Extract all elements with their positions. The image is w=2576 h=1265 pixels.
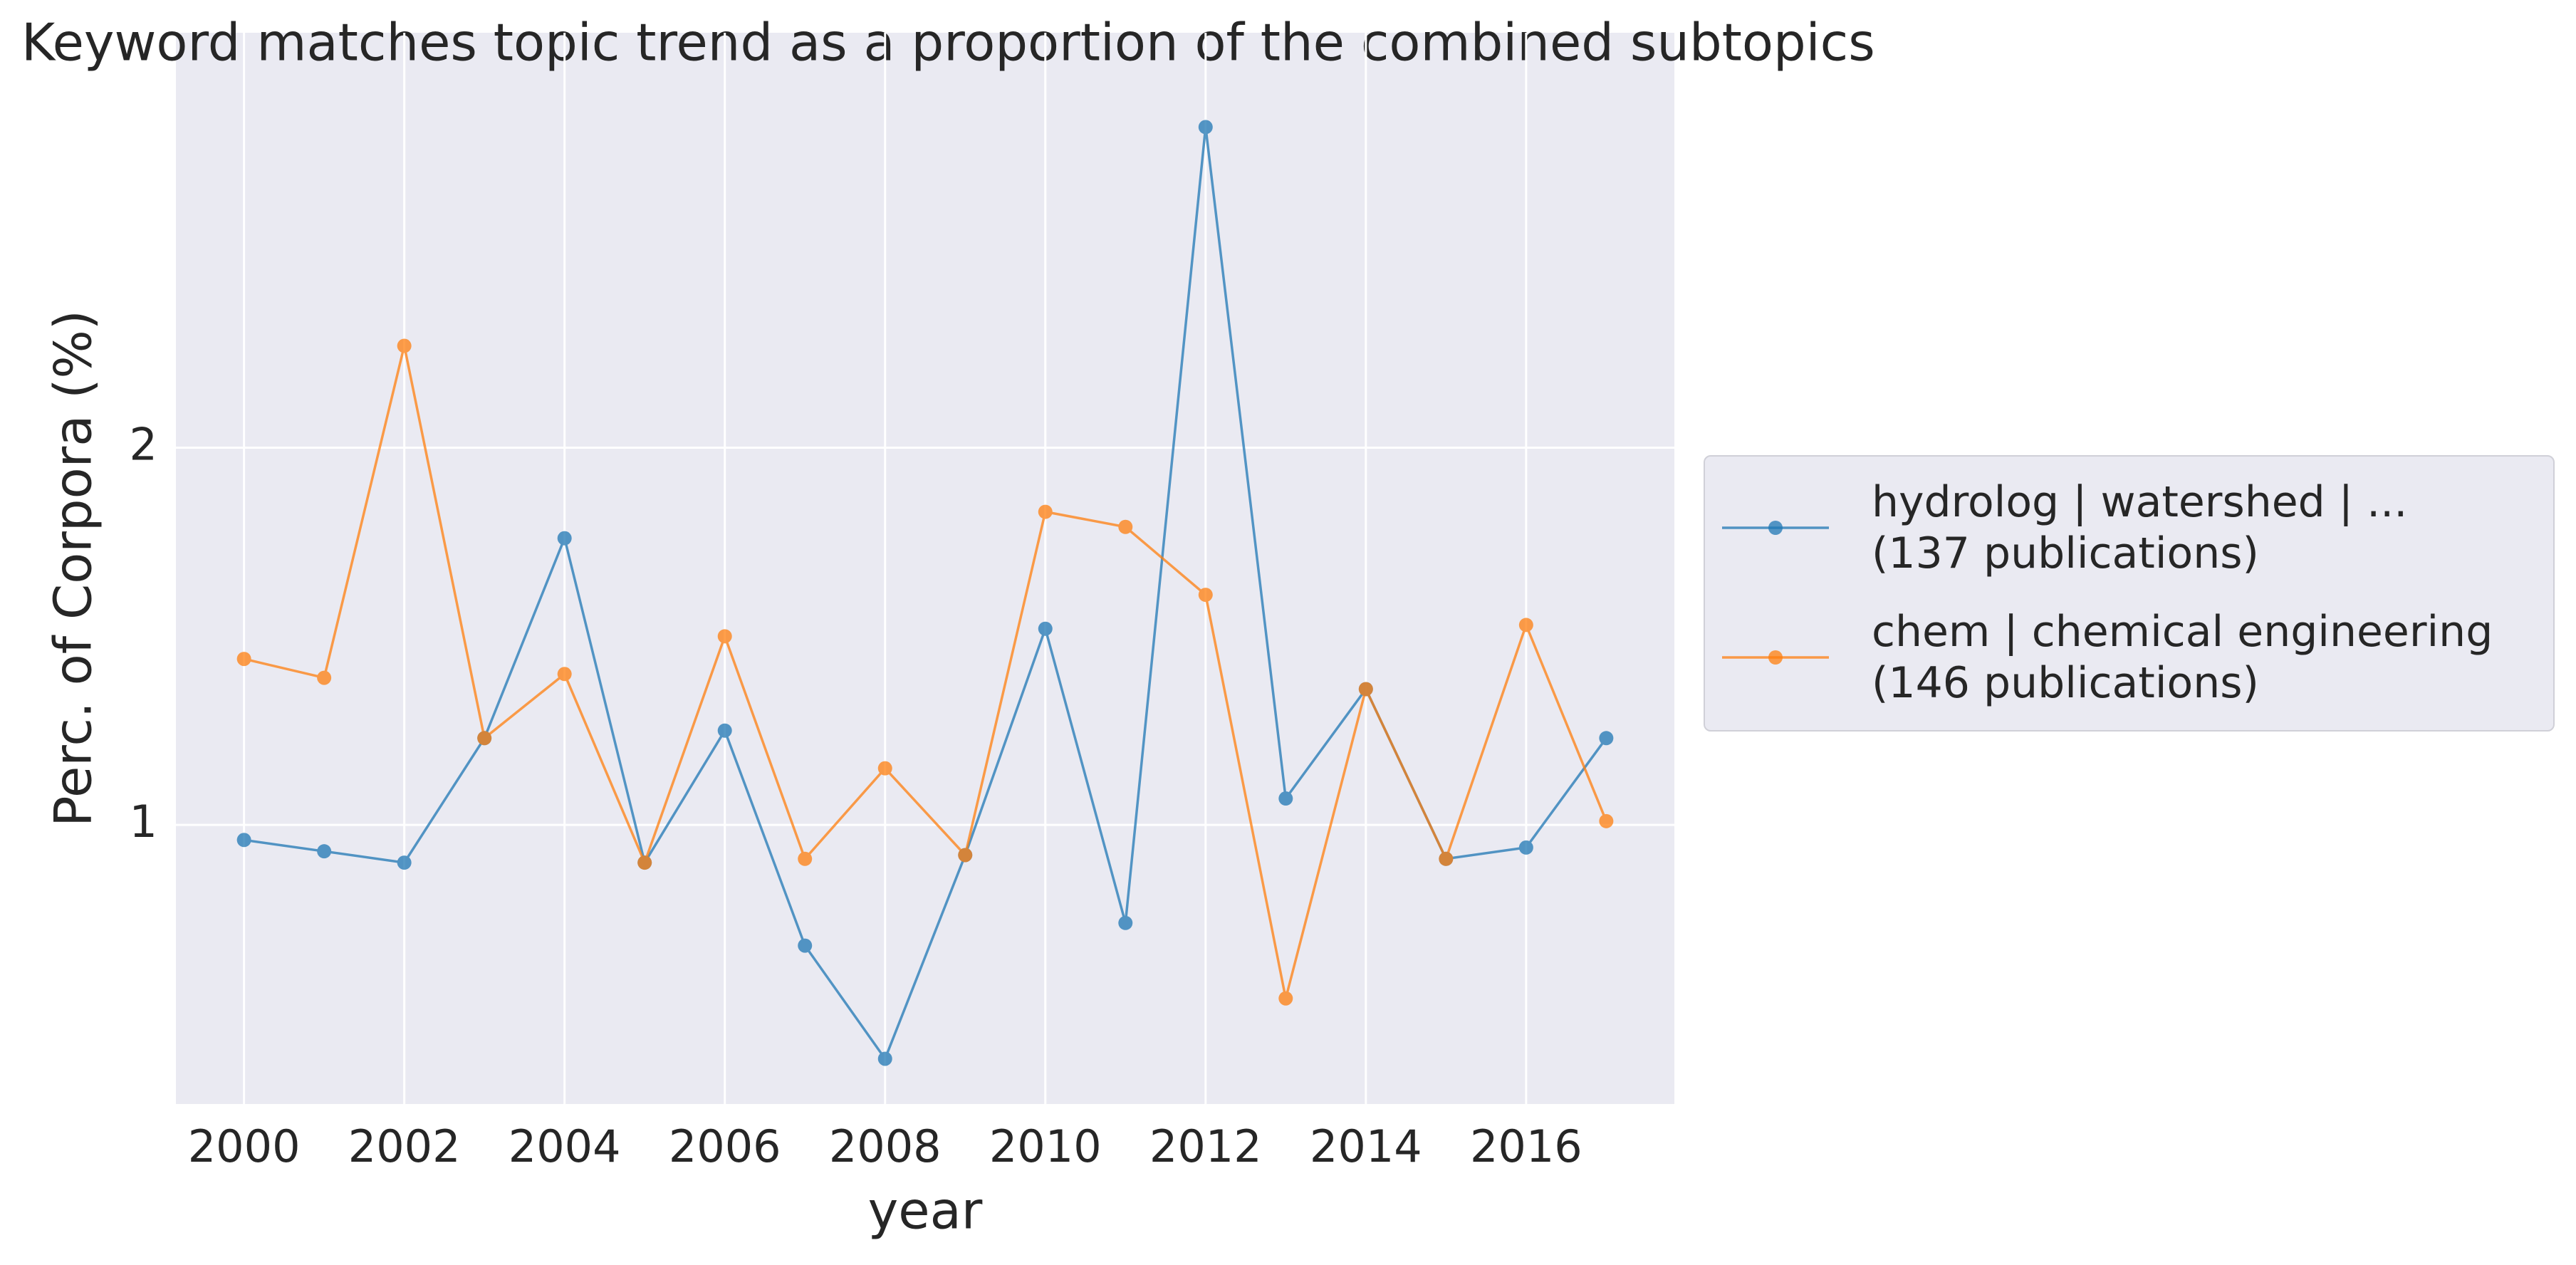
legend-label: hydrolog | watershed | ... (137 publicat… <box>1872 477 2408 578</box>
marker <box>236 652 251 667</box>
y-axis-label: Perc. of Corpora (%) <box>43 310 103 827</box>
marker <box>1518 840 1533 855</box>
grid <box>176 33 1674 1104</box>
marker <box>1118 519 1133 534</box>
marker <box>1198 120 1213 135</box>
marker <box>877 1051 892 1066</box>
x-tick-label: 2012 <box>1149 1120 1262 1172</box>
y-tick-label: 1 <box>130 796 157 848</box>
marker <box>637 855 652 870</box>
marker <box>1599 813 1614 828</box>
marker <box>1439 851 1454 866</box>
legend-item: hydrolog | watershed | ... (137 publicat… <box>1705 477 2407 579</box>
marker <box>1278 991 1293 1006</box>
marker <box>397 338 412 353</box>
marker <box>798 851 813 866</box>
legend-label: chem | chemical engineering (146 publica… <box>1872 607 2493 708</box>
marker <box>477 731 492 746</box>
legend-marker <box>1768 521 1783 535</box>
marker <box>717 629 732 644</box>
x-tick-label: 2014 <box>1310 1120 1422 1172</box>
marker <box>958 848 973 863</box>
plot-area <box>176 33 1674 1104</box>
x-tick-label: 2002 <box>348 1120 461 1172</box>
marker <box>557 531 572 546</box>
marker <box>1518 618 1533 632</box>
legend-key <box>1722 521 1829 535</box>
marker <box>1599 731 1614 746</box>
marker <box>798 938 813 953</box>
chart-title: Keyword matches topic trend as a proport… <box>21 13 1875 73</box>
marker <box>317 844 332 859</box>
marker <box>1198 588 1213 603</box>
series <box>236 338 1614 1006</box>
marker <box>1278 791 1293 806</box>
line <box>244 345 1607 999</box>
legend-item: chem | chemical engineering (146 publica… <box>1705 606 2493 709</box>
x-tick-label: 2006 <box>669 1120 781 1172</box>
x-tick-label: 2004 <box>509 1120 621 1172</box>
marker <box>717 723 732 738</box>
marker <box>1038 504 1053 519</box>
marker <box>317 670 332 685</box>
legend-marker <box>1768 650 1783 665</box>
marker <box>397 855 412 870</box>
x-tick-label: 2008 <box>829 1120 942 1172</box>
marker <box>1358 682 1373 697</box>
marker <box>236 833 251 848</box>
y-tick-label: 2 <box>130 419 157 471</box>
marker <box>557 667 572 682</box>
legend-key <box>1722 650 1829 665</box>
x-tick-label: 2016 <box>1470 1120 1582 1172</box>
marker <box>1038 621 1053 636</box>
legend: hydrolog | watershed | ... (137 publicat… <box>1704 455 2555 732</box>
x-axis-label: year <box>868 1181 983 1241</box>
marker <box>1118 915 1133 930</box>
marker <box>877 761 892 776</box>
x-tick-label: 2010 <box>989 1120 1102 1172</box>
x-tick-label: 2000 <box>188 1120 301 1172</box>
